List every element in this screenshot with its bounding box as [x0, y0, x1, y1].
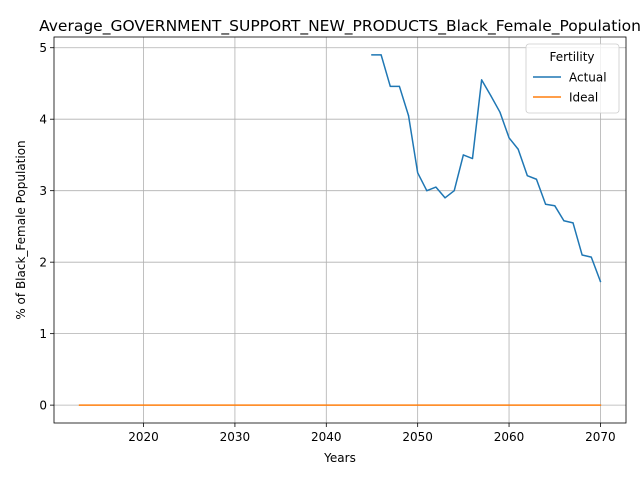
- data-point-actual: [563, 220, 565, 222]
- data-point-actual: [517, 148, 519, 150]
- x-tick-label: 2060: [494, 430, 525, 444]
- data-point-actual: [554, 205, 556, 207]
- data-point-actual: [508, 137, 510, 139]
- data-point-actual: [444, 197, 446, 199]
- data-point-actual: [526, 175, 528, 177]
- data-point-actual: [599, 280, 602, 283]
- data-point-actual: [380, 54, 382, 56]
- data-point-actual: [398, 85, 400, 87]
- data-point-actual: [535, 178, 538, 180]
- y-tick-label: 3: [39, 184, 47, 198]
- data-point-actual: [490, 95, 492, 97]
- plot-frame: [53, 36, 627, 424]
- data-point-ideal: [599, 404, 602, 406]
- data-point-actual: [471, 157, 474, 160]
- x-tick-label: 2050: [402, 430, 433, 444]
- y-tick-label: 2: [39, 256, 47, 270]
- x-tick-label: 2070: [585, 430, 616, 444]
- data-point-actual: [407, 115, 410, 117]
- y-tick-label: 1: [39, 327, 47, 341]
- y-tick-label: 4: [39, 113, 47, 127]
- data-point-actual: [481, 79, 483, 81]
- y-tick-label: 5: [39, 41, 47, 55]
- data-point-actual: [544, 203, 547, 205]
- data-point-actual: [590, 256, 592, 258]
- x-tick-label: 2030: [220, 430, 251, 444]
- legend-box: [525, 43, 620, 114]
- data-point-actual: [453, 190, 455, 192]
- y-axis: 0 1 2 3 4 5: [39, 41, 54, 413]
- data-point-actual: [462, 154, 464, 156]
- y-axis-label: % of Black_Female Population: [14, 140, 28, 319]
- chart-title: Average_GOVERNMENT_SUPPORT_NEW_PRODUCTS_…: [39, 17, 640, 36]
- y-tick-label: 0: [39, 399, 47, 413]
- data-point-actual: [435, 186, 437, 188]
- data-point-actual: [581, 254, 583, 256]
- data-point-actual: [426, 190, 428, 192]
- data-point-actual: [371, 54, 373, 56]
- legend: Fertility Actual Ideal: [525, 43, 620, 114]
- series-layer: [78, 54, 602, 406]
- data-point-actual: [417, 172, 419, 174]
- data-point-actual: [389, 85, 391, 87]
- legend-label-actual: Actual: [569, 71, 607, 85]
- legend-title: Fertility: [549, 50, 594, 64]
- series-line-actual: [371, 54, 602, 283]
- data-point-actual: [499, 111, 501, 113]
- data-point-actual: [572, 222, 574, 224]
- x-tick-label: 2020: [128, 430, 159, 444]
- x-axis: 2020 2030 2040 2050 2060 2070: [128, 423, 616, 444]
- x-tick-label: 2040: [311, 430, 342, 444]
- legend-label-ideal: Ideal: [569, 91, 598, 105]
- data-point-ideal: [78, 404, 81, 406]
- x-axis-label: Years: [323, 451, 356, 465]
